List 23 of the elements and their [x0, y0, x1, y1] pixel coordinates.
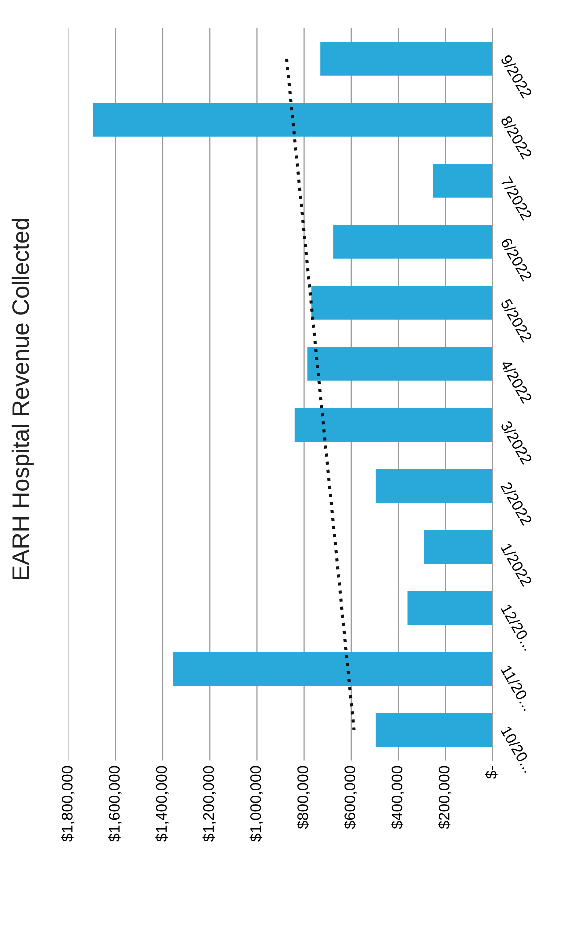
text: EARH Hospital Revenue Collected — [12, 219, 34, 580]
bar — [424, 530, 493, 564]
x-tick-label: $200,000 — [438, 766, 452, 830]
bar — [433, 164, 493, 198]
bar — [376, 469, 493, 503]
x-tick-label: $1,400,000 — [156, 766, 169, 842]
x-tick-label: $1,000,000 — [250, 766, 264, 842]
x-tick-label: $400,000 — [391, 766, 404, 830]
x-tick-label: $800,000 — [296, 766, 310, 830]
x-tick-label: $1,800,000 — [61, 766, 75, 842]
x-tick-label: $600,000 — [344, 766, 358, 830]
bar — [334, 225, 493, 259]
x-tick-label: $- — [485, 766, 498, 780]
bar — [312, 286, 493, 320]
x-tick-label: $1,600,000 — [108, 766, 122, 842]
bar — [93, 103, 493, 137]
bar — [308, 347, 493, 381]
bar — [173, 652, 493, 686]
bar — [376, 714, 493, 748]
x-tick-label: $1,200,000 — [202, 766, 216, 842]
bar — [294, 408, 493, 442]
bar — [320, 42, 493, 76]
bar — [408, 591, 493, 626]
